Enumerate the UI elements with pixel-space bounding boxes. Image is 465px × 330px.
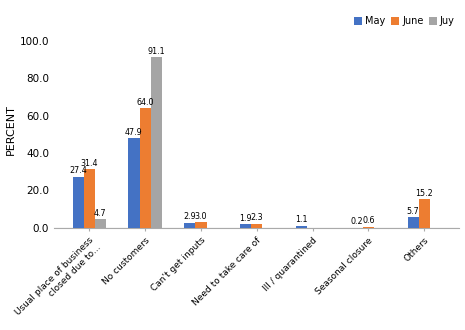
Text: 4.7: 4.7 — [94, 209, 107, 218]
Text: 1.9: 1.9 — [239, 214, 252, 223]
Text: 2.9: 2.9 — [183, 212, 196, 221]
Text: 2.3: 2.3 — [251, 213, 263, 222]
Text: 64.0: 64.0 — [136, 98, 154, 107]
Bar — [240, 224, 251, 228]
Bar — [95, 219, 106, 228]
Legend: May, June, Juy: May, June, Juy — [351, 13, 458, 30]
Bar — [73, 177, 84, 228]
Text: 15.2: 15.2 — [415, 189, 433, 198]
Text: 47.9: 47.9 — [125, 128, 143, 137]
Bar — [184, 222, 195, 228]
Text: 27.4: 27.4 — [69, 166, 87, 175]
Text: 0.6: 0.6 — [362, 216, 375, 225]
Text: 91.1: 91.1 — [147, 47, 165, 56]
Bar — [195, 222, 206, 228]
Bar — [140, 108, 151, 228]
Bar — [151, 57, 162, 228]
Bar — [407, 217, 418, 228]
Text: 1.1: 1.1 — [295, 215, 308, 224]
Y-axis label: PERCENT: PERCENT — [6, 104, 15, 155]
Text: 3.0: 3.0 — [195, 212, 207, 221]
Bar — [418, 199, 430, 228]
Text: 5.7: 5.7 — [407, 207, 419, 216]
Text: 31.4: 31.4 — [80, 159, 98, 168]
Bar — [251, 224, 262, 228]
Text: 0.2: 0.2 — [351, 217, 364, 226]
Bar — [84, 169, 95, 228]
Bar — [128, 138, 140, 228]
Bar — [296, 226, 307, 228]
Bar — [363, 227, 374, 228]
